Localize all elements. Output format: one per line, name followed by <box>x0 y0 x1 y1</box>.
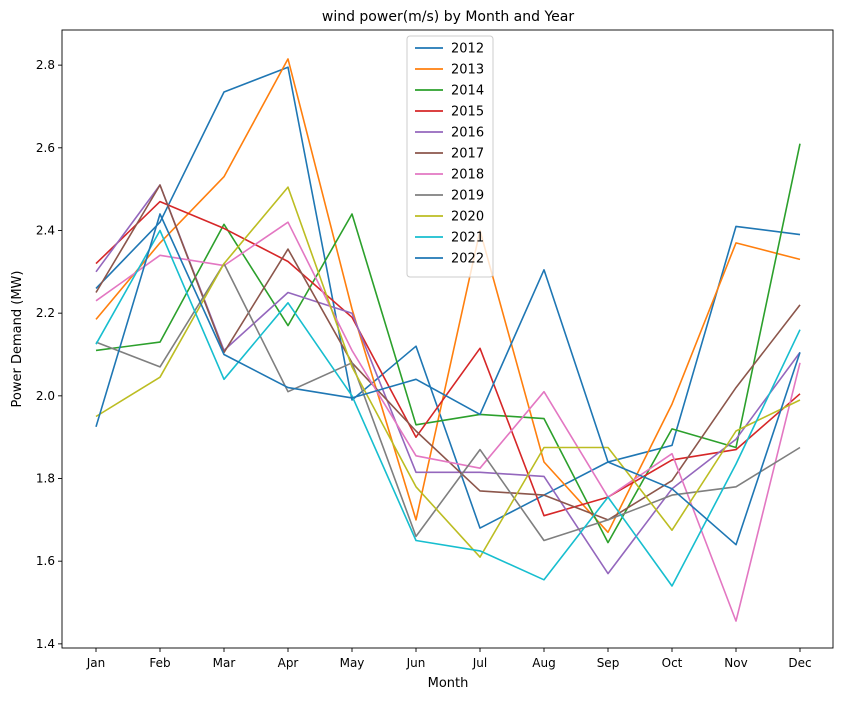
series-line-2017 <box>95 184 801 521</box>
legend-label-2018: 2018 <box>451 168 484 183</box>
y-tick-label: 2.4 <box>36 223 55 237</box>
x-tick-label: Nov <box>724 656 747 670</box>
x-axis: Jan Feb Mar Apr May Jun Jul Aug Sep Oct Nov Dec <box>86 648 812 670</box>
series-line-2013 <box>95 58 801 534</box>
y-axis: 1.4 1.6 1.8 2.0 2.2 2.4 2.6 2.8 <box>36 58 62 651</box>
y-tick-label: 2.0 <box>36 389 55 403</box>
series-line-2012 <box>95 66 801 529</box>
y-axis-label: Power Demand (MW) <box>10 271 25 408</box>
y-tick-label: 1.6 <box>36 554 55 568</box>
x-tick-label: Jan <box>86 656 106 670</box>
legend-label-2017: 2017 <box>451 147 484 162</box>
legend: 2012 2013 2014 2015 2016 2017 2018 2019 2020 2021… <box>406 35 494 278</box>
y-tick-label: 2.2 <box>36 306 55 320</box>
x-axis-label: Month <box>428 676 469 691</box>
y-tick-label: 2.8 <box>36 58 55 72</box>
legend-label-2012: 2012 <box>451 42 484 57</box>
legend-label-2014: 2014 <box>451 84 484 99</box>
legend-label-2021: 2021 <box>451 231 484 246</box>
x-tick-label: Aug <box>532 656 555 670</box>
legend-label-2020: 2020 <box>451 210 484 225</box>
x-tick-label: Mar <box>213 656 236 670</box>
chart-title: wind power(m/s) by Month and Year <box>322 9 574 25</box>
legend-label-2015: 2015 <box>451 105 484 120</box>
x-tick-label: Jun <box>406 656 426 670</box>
x-tick-label: Apr <box>278 656 299 670</box>
x-tick-label: Feb <box>149 656 170 670</box>
x-tick-label: Sep <box>597 656 620 670</box>
x-tick-label: Dec <box>788 656 811 670</box>
series-line-2015 <box>95 200 801 517</box>
legend-label-2016: 2016 <box>451 126 484 141</box>
series-line-2018 <box>95 221 801 622</box>
legend-label-2013: 2013 <box>451 63 484 78</box>
y-tick-label: 1.4 <box>36 637 55 651</box>
y-tick-label: 2.6 <box>36 141 55 155</box>
y-tick-label: 1.8 <box>36 472 55 486</box>
legend-label-2022: 2022 <box>451 252 484 267</box>
series-line-2021 <box>95 229 801 587</box>
series-line-2020 <box>95 186 801 558</box>
series-line-2022 <box>95 213 801 546</box>
series-lines <box>95 58 801 622</box>
x-tick-label: May <box>340 656 365 670</box>
x-tick-label: Jul <box>472 656 487 670</box>
series-line-2014 <box>95 143 801 544</box>
x-tick-label: Oct <box>662 656 683 670</box>
legend-label-2019: 2019 <box>451 189 484 204</box>
series-line-2019 <box>95 262 801 542</box>
plot-frame <box>61 29 834 649</box>
